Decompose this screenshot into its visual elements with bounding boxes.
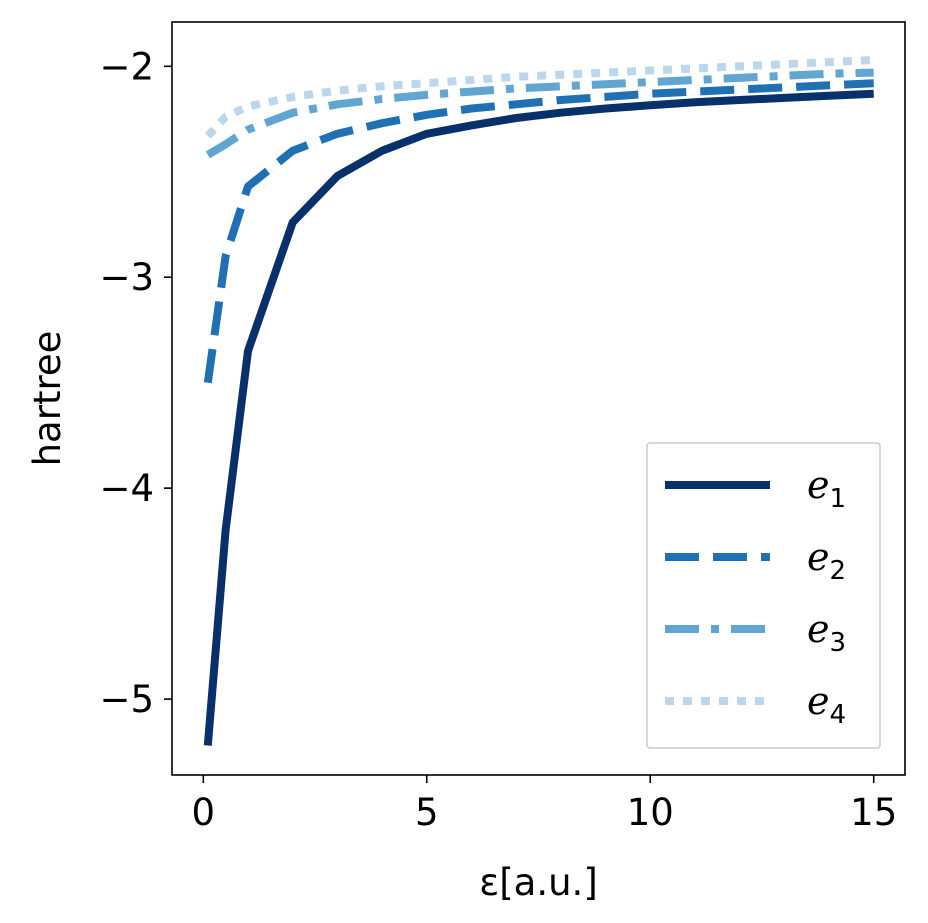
x-tick-label: 10 <box>627 791 674 834</box>
axis-ticks: 0 5 10 15 −2 −3 −4 −5 <box>99 45 897 834</box>
series-line-e1 <box>203 89 874 746</box>
series-lines <box>203 56 874 746</box>
x-tick-label: 5 <box>415 791 439 834</box>
y-tick-label: −5 <box>99 678 154 721</box>
y-tick-label: −3 <box>99 256 154 299</box>
legend-label-e2: e2 <box>807 535 846 586</box>
legend-label-e1: e1 <box>807 463 846 514</box>
series-line-e3 <box>205 68 874 159</box>
series-line-e2 <box>203 79 874 384</box>
legend-label-e4: e4 <box>807 679 846 730</box>
x-axis-label: ε[a.u.] <box>479 861 598 904</box>
x-tick-label: 15 <box>850 791 897 834</box>
legend-box <box>646 442 881 749</box>
y-tick-label: −2 <box>99 45 154 88</box>
x-tick-label: 0 <box>192 791 216 834</box>
plot-area-frame <box>171 21 906 776</box>
series-line-e4 <box>204 56 874 139</box>
y-tick-label: −4 <box>99 467 154 510</box>
y-axis-label: hartree <box>26 331 69 467</box>
legend: e1 e2 e3 e4 <box>646 442 881 749</box>
legend-label-e3: e3 <box>807 607 846 658</box>
